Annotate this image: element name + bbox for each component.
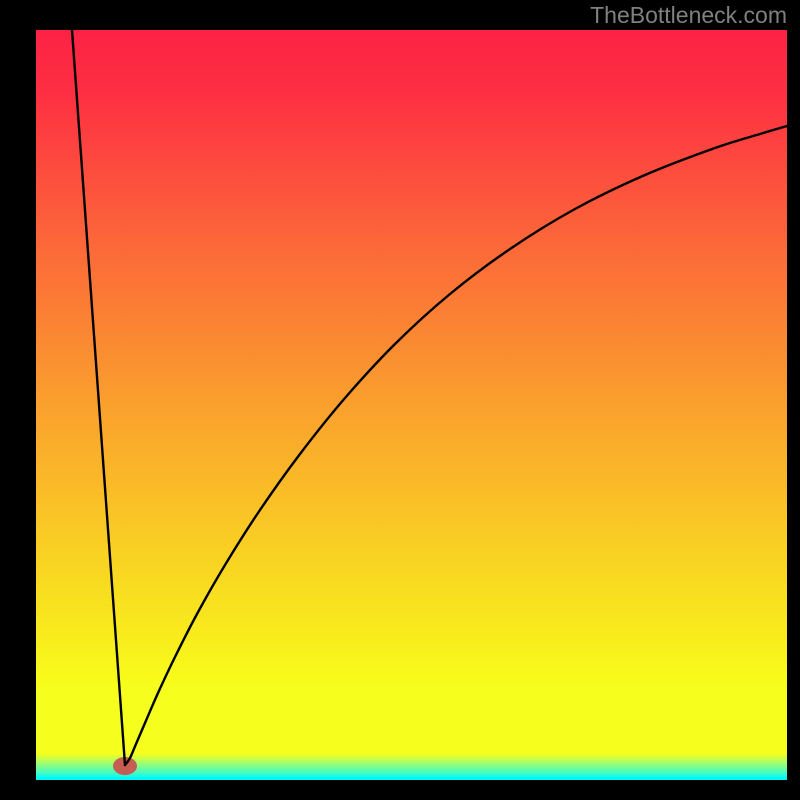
chart-frame-bottom	[0, 780, 800, 800]
minimum-point-marker	[113, 757, 137, 775]
chart-frame-left	[0, 0, 36, 800]
chart-background-gradient	[36, 30, 787, 780]
chart-frame-right	[787, 0, 800, 800]
watermark-text: TheBottleneck.com	[590, 2, 787, 29]
